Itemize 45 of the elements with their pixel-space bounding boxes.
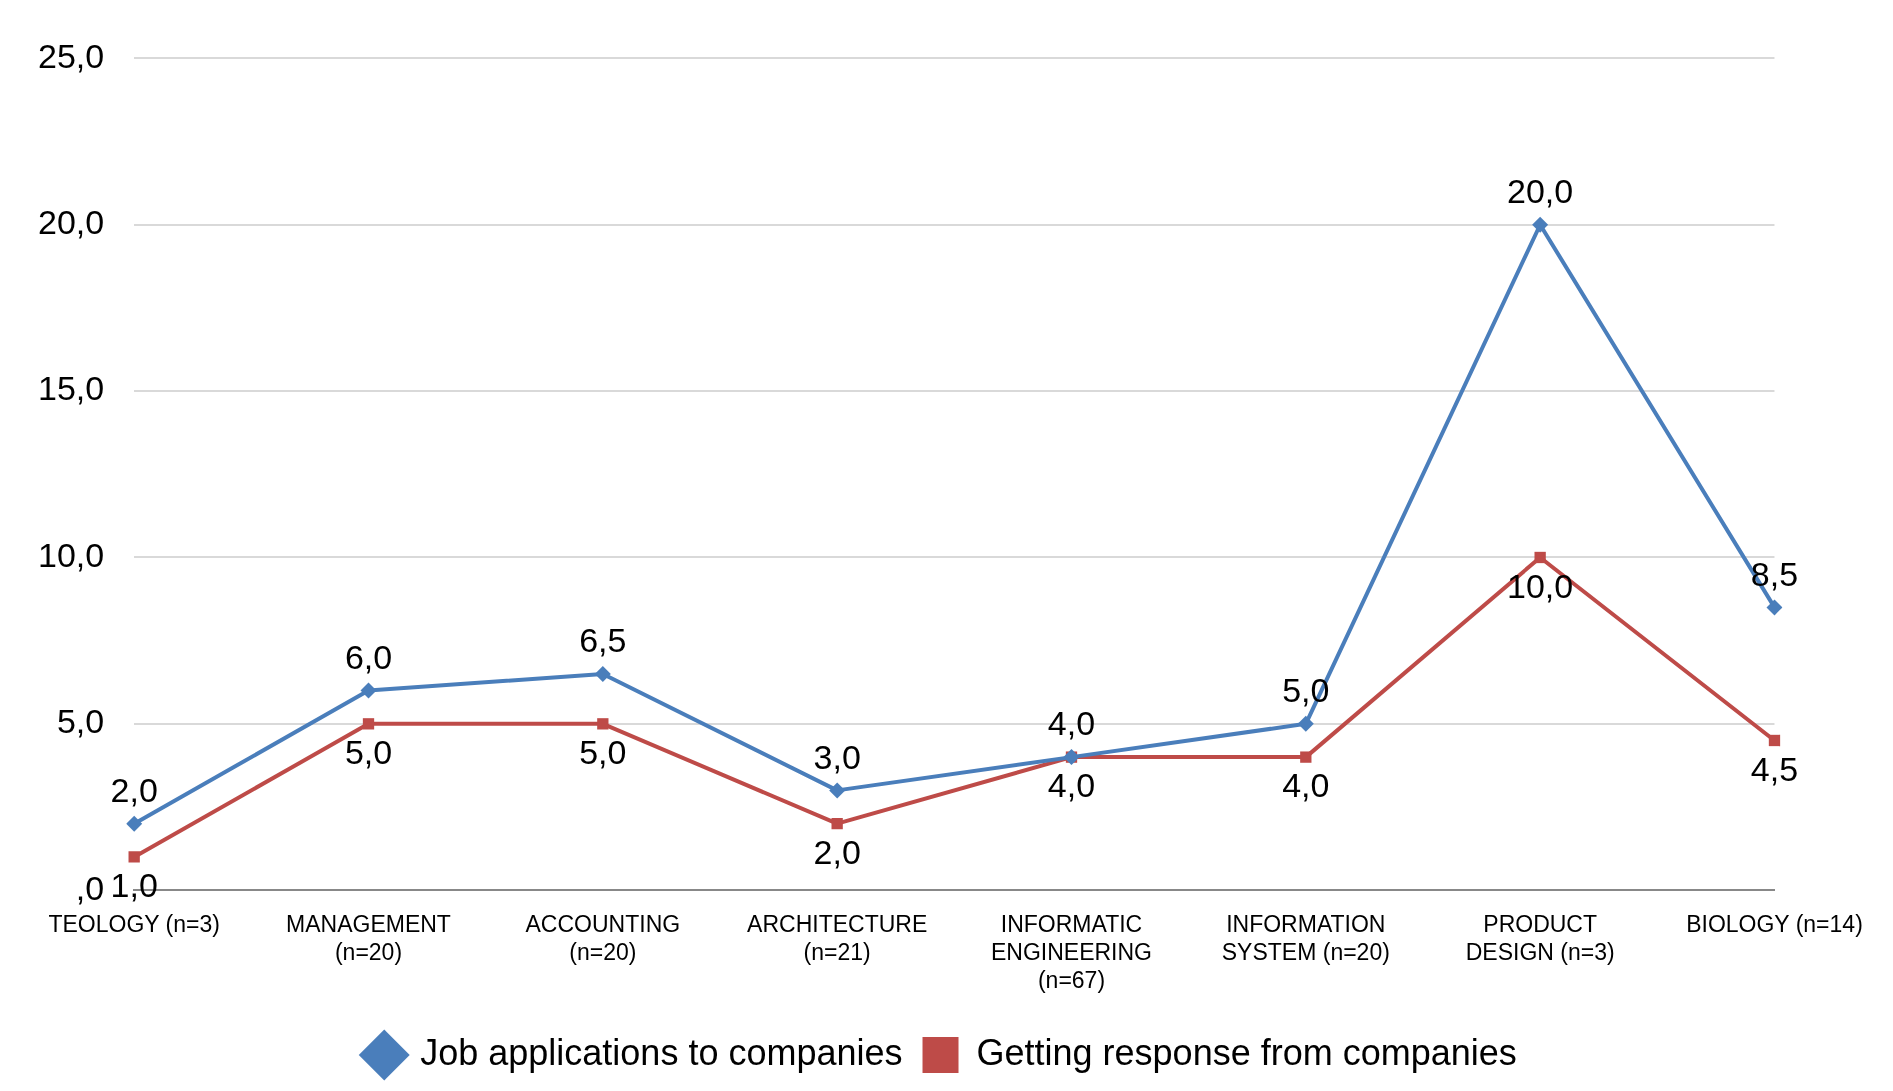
- data-label: 5,0: [579, 733, 627, 772]
- point: [1768, 734, 1781, 747]
- y-tick-label: 15,0: [37, 369, 105, 408]
- data-label: 10,0: [1507, 566, 1574, 605]
- point: [126, 815, 143, 832]
- data-label: 1,0: [110, 866, 158, 905]
- y-tick-label: 5,0: [56, 702, 105, 741]
- point: [829, 782, 846, 799]
- point: [831, 818, 843, 830]
- point: [1534, 551, 1546, 564]
- x-tick-label: ARCHITECTURE (n=21): [747, 911, 928, 965]
- x-tick-label: TEOLOGY (n=3): [48, 911, 220, 938]
- x-tick-label: PRODUCT DESIGN (n=3): [1465, 911, 1615, 965]
- legend-label: Job applications to companies: [420, 1031, 903, 1073]
- data-label: 6,5: [579, 621, 627, 660]
- point: [594, 665, 611, 682]
- x-tick-label: INFORMATIC ENGINEERING (n=67): [990, 911, 1152, 993]
- x-tick-label: ACCOUNTING (n=20): [525, 911, 681, 965]
- legend-label: Getting response from companies: [976, 1031, 1517, 1073]
- data-label: 8,5: [1750, 554, 1799, 593]
- point: [1532, 216, 1549, 233]
- point: [360, 682, 377, 699]
- y-tick-label: 10,0: [37, 535, 105, 574]
- y-tick-label: 20,0: [37, 203, 105, 242]
- data-label: 4,0: [1047, 704, 1096, 743]
- data-label: 4,0: [1047, 766, 1096, 805]
- y-tick-label: ,0: [75, 868, 105, 907]
- data-label: 3,0: [813, 737, 861, 776]
- data-label: 20,0: [1507, 172, 1574, 211]
- data-label: 5,0: [344, 733, 393, 772]
- point: [362, 718, 375, 730]
- data-label: 2,0: [110, 771, 158, 810]
- point: [1297, 715, 1314, 732]
- x-tick-label: INFORMATION SYSTEM (n=20): [1221, 911, 1390, 965]
- point: [128, 851, 140, 863]
- point: [1300, 751, 1312, 763]
- point: [1766, 599, 1783, 616]
- data-label: 4,0: [1282, 766, 1330, 805]
- data-label: 2,0: [813, 833, 861, 872]
- x-tick-label: BIOLOGY (n=14): [1686, 911, 1863, 938]
- x-tick-label: MANAGEMENT (n=20): [286, 911, 451, 965]
- point: [597, 718, 609, 730]
- y-tick-label: 25,0: [37, 36, 105, 75]
- data-label: 6,0: [344, 637, 393, 676]
- data-label: 4,5: [1750, 749, 1799, 788]
